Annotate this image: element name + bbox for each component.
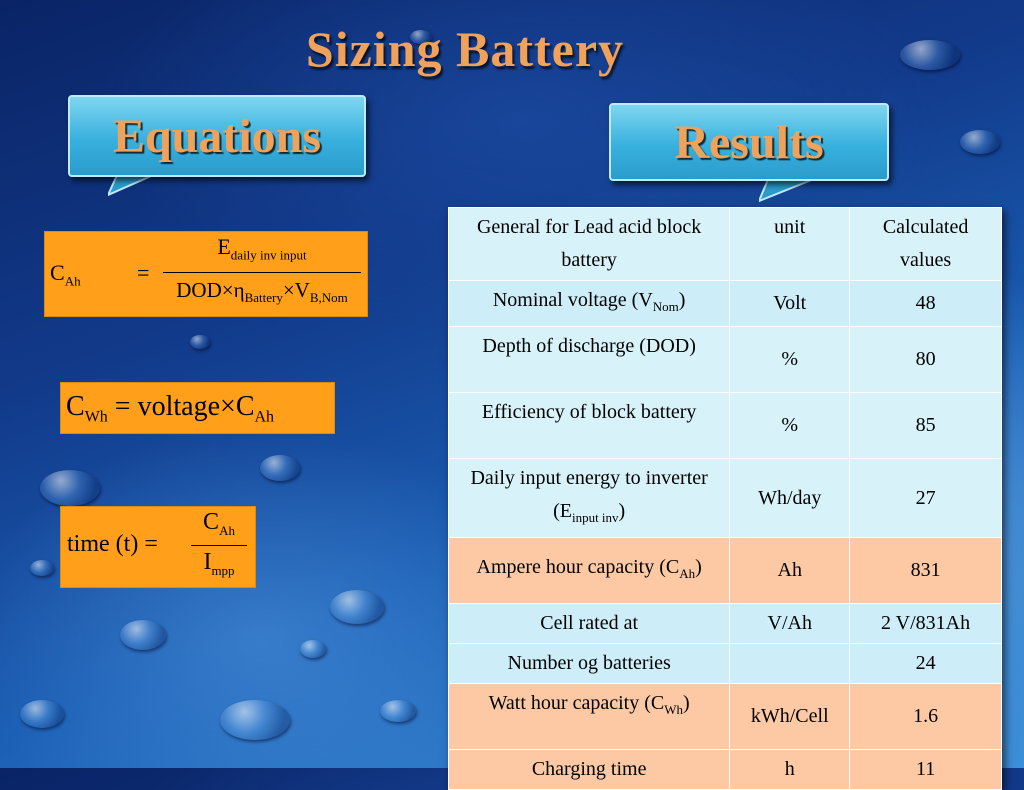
header-values: Calculated values: [849, 207, 1002, 281]
table-row: Depth of discharge (DOD) % 80: [447, 326, 1002, 393]
callout-pointer-icon: [108, 173, 159, 197]
eq3-num-main: C: [203, 509, 220, 535]
eq2-equals: =: [114, 391, 131, 422]
table-row: Number og batteries 24: [447, 643, 1002, 684]
row-label-text: Ampere hour capacity (C: [476, 556, 680, 578]
results-table: General for Lead acid block battery unit…: [447, 207, 1002, 790]
header-general: General for Lead acid block battery: [447, 207, 731, 281]
row-value: 831: [849, 537, 1002, 604]
eq1-fraction-bar: [163, 272, 361, 273]
eq1-den-eta-sub: Battery: [244, 290, 283, 306]
table-row: Ampere hour capacity (CAh) Ah 831: [447, 537, 1002, 604]
row-unit: %: [729, 326, 851, 393]
row-label: Number og batteries: [447, 643, 731, 684]
table-row: Nominal voltage (VNom) Volt 48: [447, 280, 1002, 327]
row-label: Efficiency of block battery: [447, 392, 731, 459]
eq2-times: ×: [220, 391, 236, 422]
table-row: Charging time h 11: [447, 749, 1002, 790]
row-unit: %: [729, 392, 851, 459]
row-label-tail: ): [618, 500, 626, 522]
header-unit: unit: [729, 207, 851, 281]
row-label-sub: input inv: [571, 510, 619, 525]
row-label: Cell rated at: [447, 603, 731, 644]
row-unit: [729, 643, 851, 684]
row-label-tail: ): [682, 692, 690, 714]
eq2-voltage: voltage: [137, 391, 221, 422]
eq1-equals: =: [137, 260, 150, 285]
table-row: Cell rated at V/Ah 2 V/831Ah: [447, 603, 1002, 644]
eq1-denominator: DOD×ηBattery×VB,Nom: [163, 278, 361, 306]
eq1-lhs: C: [50, 260, 65, 285]
eq3-num-sub: Ah: [219, 522, 235, 538]
eq3-equals: =: [144, 531, 158, 557]
eq2-lhs: C: [66, 391, 85, 422]
row-label-sub: Wh: [664, 702, 683, 717]
results-callout: Results: [609, 103, 889, 203]
eq3-fraction-bar: [191, 545, 247, 546]
row-value: 48: [849, 280, 1002, 327]
ampere-hour-equation: CAh = Edaily inv input DOD×ηBattery×VB,N…: [44, 231, 368, 317]
row-label-tail: ): [695, 556, 702, 578]
row-label-sub: Nom: [652, 299, 679, 314]
table-row: Efficiency of block battery % 85: [447, 392, 1002, 459]
eq3-denominator: Impp: [189, 549, 249, 579]
row-label: Ampere hour capacity (CAh): [447, 537, 731, 604]
charging-time-equation: time (t) = CAh Impp: [60, 506, 256, 588]
eq2-rhs: C: [235, 391, 255, 422]
table-row: Watt hour capacity (CWh) kWh/Cell 1.6: [447, 683, 1002, 750]
row-unit: Volt: [729, 280, 851, 327]
watt-hour-equation: CWh = voltage×CAh: [60, 382, 335, 434]
eq1-den-dod: DOD: [176, 278, 222, 302]
row-unit: Ah: [729, 537, 851, 604]
eq3-lhs: time (t): [67, 531, 139, 557]
row-unit: Wh/day: [729, 458, 851, 538]
eq3-numerator: CAh: [189, 509, 249, 539]
row-label-tail: ): [678, 289, 686, 311]
eq1-den-eta: η: [233, 278, 245, 302]
row-label: Nominal voltage (VNom): [447, 280, 731, 327]
eq1-lhs-sub: Ah: [64, 273, 81, 289]
water-drops-background: [20, 30, 1000, 740]
eq1-den-v-sub: B,Nom: [309, 290, 348, 306]
row-unit: kWh/Cell: [729, 683, 851, 750]
table-header-row: General for Lead acid block battery unit…: [447, 207, 1002, 281]
row-value: 80: [849, 326, 1002, 393]
results-label: Results: [674, 115, 824, 169]
eq1-times1: ×: [221, 278, 234, 302]
row-label: Charging time: [447, 749, 731, 790]
equations-callout: Equations: [68, 95, 366, 197]
row-unit: V/Ah: [729, 603, 851, 644]
row-label: Watt hour capacity (CWh): [447, 683, 731, 750]
row-label-text: Watt hour capacity (C: [488, 692, 665, 714]
row-label-sub: Ah: [679, 566, 696, 581]
row-label: Depth of discharge (DOD): [447, 326, 731, 393]
row-value: 85: [849, 392, 1002, 459]
row-value: 24: [849, 643, 1002, 684]
eq1-times2: ×: [282, 278, 295, 302]
slide-title: Sizing Battery: [305, 21, 625, 77]
callout-pointer-icon: [759, 177, 820, 203]
eq3-den-sub: mpp: [211, 562, 235, 578]
equations-label: Equations: [112, 109, 322, 163]
table-row: Daily input energy to inverter (Einput i…: [447, 458, 1002, 538]
row-value: 2 V/831Ah: [849, 603, 1002, 644]
row-value: 1.6: [849, 683, 1002, 750]
eq2-rhs-sub: Ah: [254, 408, 275, 426]
eq1-num-main: E: [217, 234, 231, 259]
eq1-num-sub: daily inv input: [230, 247, 307, 263]
eq3-den-main: I: [203, 549, 212, 575]
row-label-text: Daily input energy to inverter (E: [470, 467, 708, 522]
row-value: 11: [849, 749, 1002, 790]
row-label: Daily input energy to inverter (Einput i…: [447, 458, 731, 538]
eq1-numerator: Edaily inv input: [163, 234, 361, 263]
row-value: 27: [849, 458, 1002, 538]
eq2-lhs-sub: Wh: [84, 408, 108, 426]
eq1-den-v: V: [294, 278, 310, 302]
row-unit: h: [729, 749, 851, 790]
row-label-text: Nominal voltage (V: [492, 289, 653, 311]
